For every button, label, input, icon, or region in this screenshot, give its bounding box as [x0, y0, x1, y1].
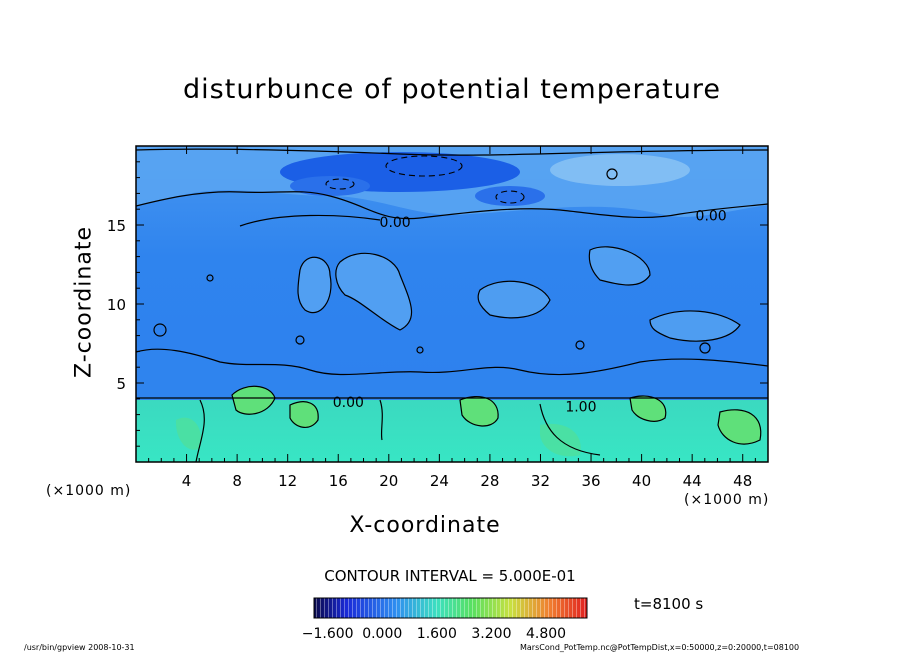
x-tick-label: 36 — [581, 472, 600, 490]
y-axis-unit: (×1000 m) — [46, 483, 132, 499]
contour-interval: CONTOUR INTERVAL = 5.000E-01 — [324, 567, 576, 585]
x-axis-unit: (×1000 m) — [684, 492, 770, 508]
contour-label: 0.00 — [696, 209, 727, 225]
contour-label: 0.00 — [333, 395, 364, 411]
contour-label: 1.00 — [565, 400, 596, 416]
y-tick-label: 15 — [107, 217, 126, 235]
time-label: t=8100 s — [634, 595, 704, 613]
x-tick-label: 32 — [531, 472, 550, 490]
colorbar — [313, 597, 588, 619]
x-tick-label: 40 — [632, 472, 651, 490]
x-tick-label: 48 — [733, 472, 752, 490]
contour-labels: 0.00 0.00 0.00 1.00 — [333, 209, 727, 416]
x-tick-label: 8 — [232, 472, 242, 490]
x-tick-label: 44 — [683, 472, 702, 490]
colorbar-tick-label: −1.600 — [302, 626, 354, 642]
colorbar-tick-label: 3.200 — [471, 626, 511, 642]
chart-title: disturbunce of potential temperature — [183, 74, 721, 105]
x-tick-label: 24 — [430, 472, 449, 490]
contour-label: 0.00 — [380, 215, 411, 231]
colorbar-tick-label: 0.000 — [362, 626, 402, 642]
y-axis-label: Z-coordinate — [71, 226, 97, 378]
colorbar-tick-label: 1.600 — [417, 626, 457, 642]
contour-field — [136, 146, 768, 462]
y-tick-label: 10 — [107, 296, 126, 314]
contour-lines — [136, 148, 768, 462]
x-tick-label: 20 — [379, 472, 398, 490]
x-tick-label: 12 — [278, 472, 297, 490]
x-tick-label: 4 — [182, 472, 192, 490]
x-tick-label: 28 — [480, 472, 499, 490]
y-tick-label: 5 — [116, 375, 126, 393]
negative-contours — [325, 155, 525, 204]
x-axis-label: X-coordinate — [349, 513, 501, 538]
colorbar-tick-label: 4.800 — [526, 626, 566, 642]
colorbar-ticks: −1.600 0.000 1.600 3.200 4.800 — [302, 626, 566, 642]
footer-left: /usr/bin/gpview 2008-10-31 — [24, 643, 135, 652]
x-tick-label: 16 — [329, 472, 348, 490]
footer-right: MarsCond_PotTemp.nc@PotTempDist,x=0:5000… — [520, 643, 800, 652]
